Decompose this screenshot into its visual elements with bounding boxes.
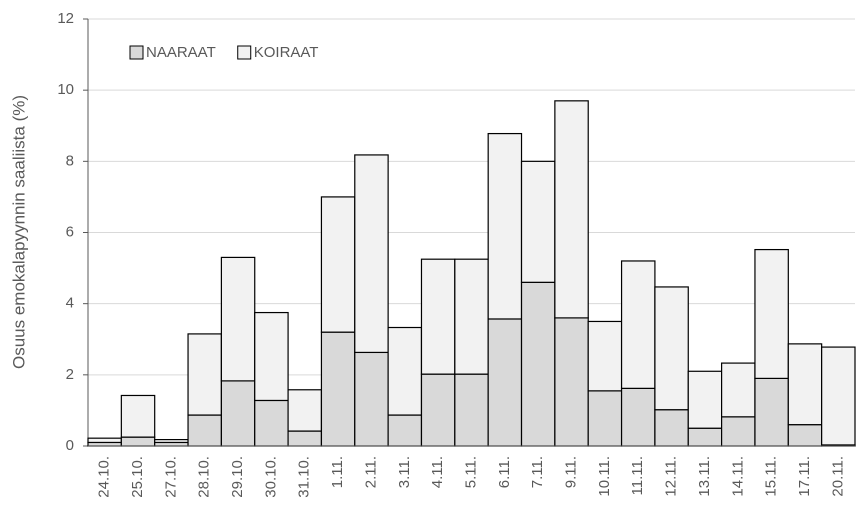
x-tick-label: 2.11. [362, 456, 379, 488]
legend-swatch [237, 45, 252, 60]
bar-segment [754, 377, 789, 447]
legend-label: KOIRAAT [254, 44, 319, 61]
bar-segment [587, 390, 623, 447]
bar-segment [754, 248, 789, 379]
x-tick-label: 10.11. [596, 456, 613, 497]
bar-segment [721, 362, 756, 418]
bar-segment [120, 436, 156, 447]
bar-segment [120, 394, 156, 438]
x-tick-label: 27.10. [162, 456, 179, 498]
bar-segment [287, 430, 323, 447]
x-tick-label: 25.10. [129, 456, 146, 498]
x-tick-label: 15.11. [763, 456, 780, 497]
x-tick-label: 3.11. [396, 456, 413, 488]
bar-segment [454, 373, 489, 447]
y-tick-label: 6 [66, 223, 74, 240]
bar-segment [787, 343, 823, 426]
bar-segment [721, 416, 756, 447]
bar-segment [354, 154, 389, 354]
bar-segment [320, 331, 356, 447]
bar-segment [687, 427, 723, 447]
x-tick-label: 1.11. [329, 456, 346, 488]
x-tick-label: 14.11. [729, 456, 746, 497]
bar-segment [254, 399, 289, 447]
x-tick-label: 5.11. [462, 456, 479, 488]
bar-segment [620, 260, 656, 389]
bar-segment [487, 132, 523, 320]
bar-segment [154, 438, 189, 444]
x-tick-label: 17.11. [796, 456, 813, 497]
bar-segment [220, 380, 256, 447]
x-tick-label: 11.11. [629, 456, 646, 495]
bar-segment [387, 414, 423, 447]
x-tick-label: 6.11. [496, 456, 513, 488]
bar-segment [187, 333, 222, 416]
x-tick-label: 20.11. [829, 456, 846, 497]
bar-segment [320, 196, 356, 333]
bar-segment [254, 311, 289, 402]
x-tick-label: 13.11. [696, 456, 713, 497]
bar-segment [354, 351, 389, 447]
x-tick-label: 28.10. [196, 456, 213, 498]
x-tick-label: 4.11. [429, 456, 446, 488]
bar-segment [420, 258, 456, 375]
bar-segment [554, 100, 589, 319]
x-tick-label: 12.11. [663, 456, 680, 497]
bar-segment [554, 317, 589, 447]
bar-segment [620, 387, 656, 447]
bar-segment [487, 318, 523, 447]
legend-label: NAARAAT [146, 44, 216, 61]
bar-segment [87, 437, 122, 444]
bar-segment [654, 409, 689, 447]
bar-segment [454, 258, 489, 375]
bar-segment [420, 373, 456, 447]
legend-swatch [129, 45, 144, 60]
y-tick-label: 0 [66, 437, 74, 454]
x-tick-label: 29.10. [229, 456, 246, 498]
bar-segment [821, 346, 856, 446]
y-axis-title: Osuus emokalapyynnin saaliista (%) [9, 95, 28, 369]
y-tick-label: 8 [66, 152, 74, 169]
bar-segment [687, 370, 723, 429]
bar-segment [787, 424, 823, 447]
bar-segment [520, 281, 556, 447]
bar-segment [387, 326, 423, 416]
bar-segment [287, 389, 323, 432]
x-tick-label: 24.10. [96, 456, 113, 498]
bar-segment [220, 256, 256, 382]
y-tick-label: 12 [57, 10, 74, 27]
y-tick-label: 2 [66, 366, 74, 383]
bar-segment [654, 286, 689, 411]
y-tick-label: 4 [66, 295, 74, 312]
bar-segment [587, 320, 623, 392]
x-tick-label: 9.11. [563, 456, 580, 488]
x-tick-label: 30.10. [262, 456, 279, 498]
bar-segment [520, 160, 556, 283]
bar-segment [187, 414, 222, 447]
x-tick-label: 7.11. [529, 456, 546, 488]
x-tick-label: 31.10. [296, 456, 313, 498]
y-tick-label: 10 [57, 81, 74, 98]
